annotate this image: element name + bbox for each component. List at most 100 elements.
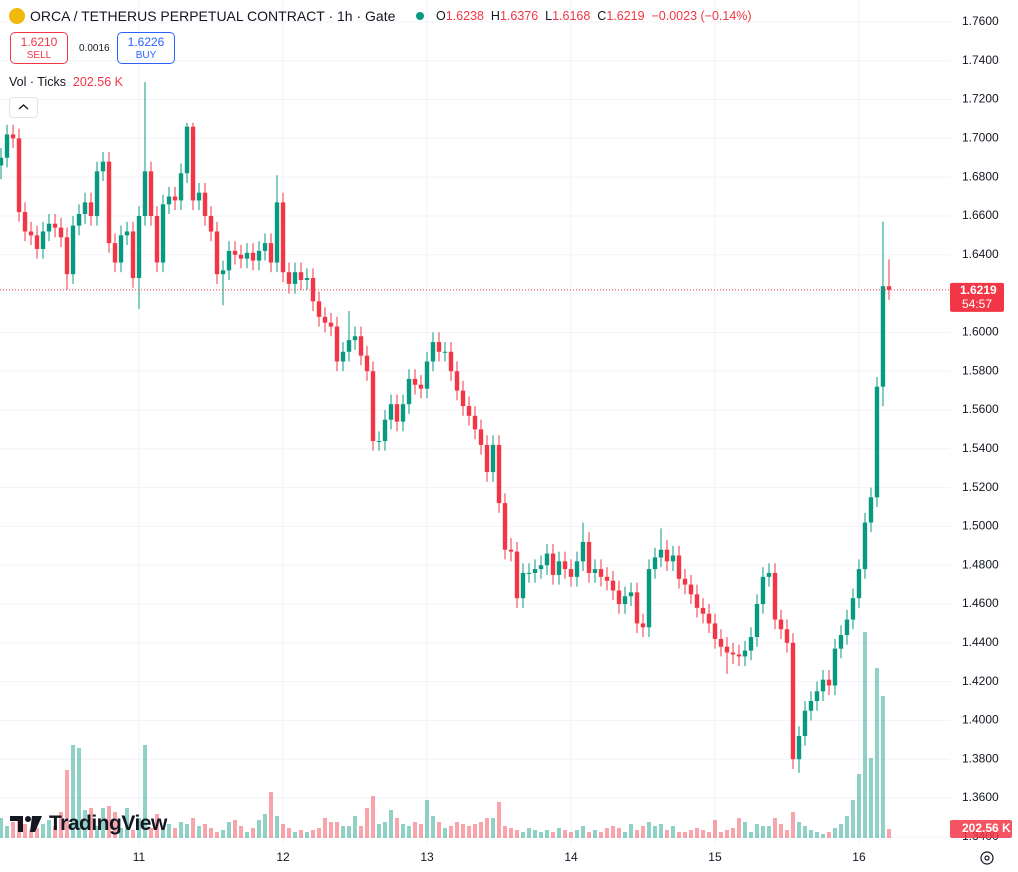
y-tick-label: 1.5200 (962, 480, 999, 494)
candle-body (796, 735, 802, 760)
candle-body (682, 578, 688, 585)
volume-bar (796, 822, 801, 838)
volume-bar (353, 816, 358, 838)
candle-body (838, 635, 844, 649)
candle-body (538, 565, 544, 570)
volume-bar (311, 830, 316, 838)
volume-bar (119, 828, 124, 838)
volume-bar (502, 826, 507, 838)
volume-legend: Vol · Ticks 202.56 K (9, 75, 123, 89)
sell-button[interactable]: 1.6210 SELL (10, 32, 68, 64)
price-label: 1.6219 (960, 283, 997, 297)
settings-button[interactable] (979, 850, 995, 866)
candle-body (118, 235, 124, 263)
candle-body (154, 215, 160, 263)
candle-body (502, 503, 508, 550)
candle-body (622, 596, 628, 605)
volume-bar (287, 828, 292, 838)
buy-label: BUY (135, 50, 157, 61)
volume-bar (191, 818, 196, 838)
candle-body (28, 231, 34, 236)
candle-body (148, 171, 154, 216)
volume-bar (490, 818, 495, 838)
volume-bar (29, 830, 34, 838)
candle-body (334, 326, 340, 362)
volume-bar (586, 832, 591, 838)
volume-bar (5, 826, 10, 838)
candle-body (238, 254, 244, 259)
volume-bar (449, 826, 454, 838)
candle-body (244, 252, 250, 259)
volume-bar (185, 824, 190, 838)
candle-body (832, 648, 838, 686)
candle-body (256, 250, 262, 261)
candle-body (142, 171, 148, 216)
candle-body (634, 592, 640, 624)
volume-bar (808, 830, 813, 838)
volume-bar (65, 770, 70, 838)
ohlc-key: C (597, 9, 607, 23)
volume-bar (682, 832, 687, 838)
candle-body (34, 235, 40, 249)
candle-body (88, 202, 94, 216)
volume-bar (167, 824, 172, 838)
volume-bar (419, 824, 424, 838)
candle-body (766, 572, 772, 577)
candle-body (886, 286, 892, 290)
candle-body (46, 223, 52, 232)
collapse-button[interactable] (9, 97, 38, 118)
candle-body (286, 272, 292, 284)
symbol-title[interactable]: ORCA / TETHERUS PERPETUAL CONTRACT · 1h … (30, 8, 396, 24)
volume-bar (179, 822, 184, 838)
volume-bar (526, 828, 531, 838)
volume-bar (718, 832, 723, 838)
volume-bar (712, 820, 717, 838)
y-tick-label: 1.6400 (962, 247, 999, 261)
y-tick-label: 1.4200 (962, 674, 999, 688)
candle-body (394, 404, 400, 422)
volume-bar (496, 802, 501, 838)
candle-body (184, 126, 190, 174)
volume-bar (71, 744, 76, 838)
volume-bar (95, 826, 100, 838)
candle-body (556, 561, 562, 575)
candle-body (322, 316, 328, 323)
candle-body (718, 638, 724, 647)
y-tick-label: 1.5600 (962, 402, 999, 416)
y-tick-label: 1.4400 (962, 635, 999, 649)
volume-bar (736, 818, 741, 838)
candle-body (730, 652, 736, 655)
candle-body (688, 584, 694, 595)
candle-body (826, 679, 832, 686)
candle-body (262, 243, 268, 251)
volume-bar (604, 828, 609, 838)
candle-body (640, 623, 646, 628)
chevron-icon (18, 104, 29, 110)
volume-bar (730, 828, 735, 838)
volume-bar (592, 830, 597, 838)
volume-bar (401, 824, 406, 838)
brand-logo[interactable]: TradingView (10, 812, 167, 836)
volume-bar (508, 828, 513, 838)
volume-bar (742, 822, 747, 838)
candle-body (862, 522, 868, 570)
ohlc-value: 1.6219 (606, 9, 645, 23)
volume-bar (838, 824, 843, 838)
candle-body (250, 252, 256, 261)
buy-button[interactable]: 1.6226 BUY (117, 32, 175, 64)
candle-body (304, 278, 310, 280)
ohlc-value: 1.6376 (499, 9, 539, 23)
candle-body (454, 371, 460, 391)
y-tick-label: 1.5000 (962, 519, 999, 533)
candle-body (670, 555, 676, 562)
candle-body (40, 231, 46, 249)
candle-body (340, 351, 346, 362)
volume-bar (305, 832, 310, 838)
volume-bar (766, 826, 771, 838)
volume-bar (215, 832, 220, 838)
candle-body (466, 406, 472, 416)
volume-bar (610, 826, 615, 838)
candle-body (874, 386, 880, 498)
volume-label-box (950, 819, 1012, 838)
volume-bar (868, 758, 873, 838)
